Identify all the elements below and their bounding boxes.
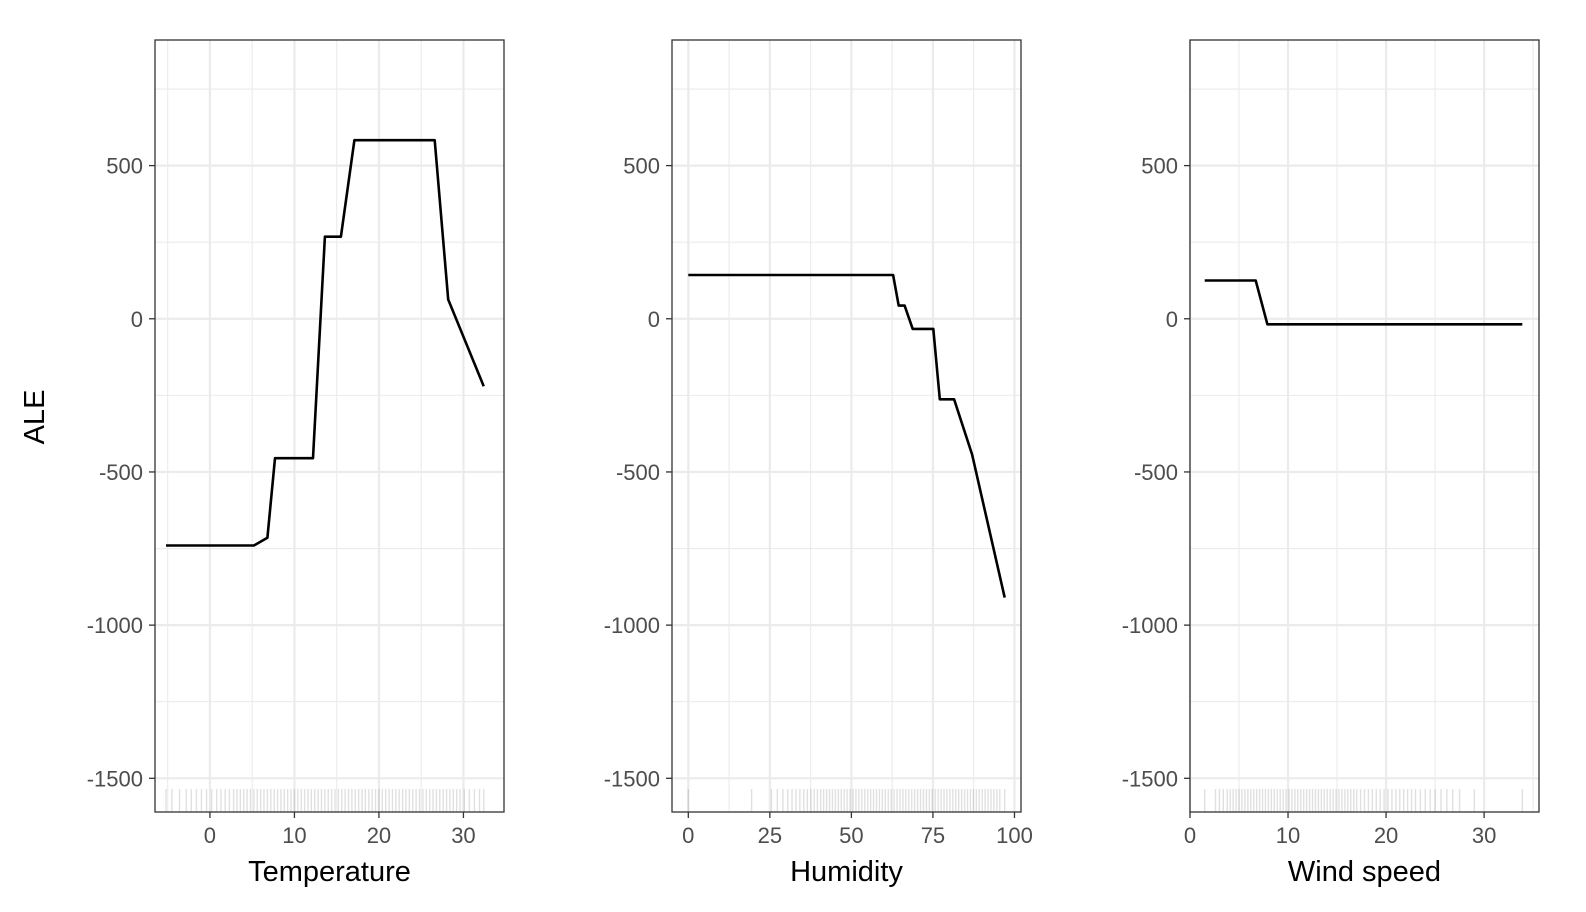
- x-tick-label: 0: [682, 823, 694, 848]
- y-tick-label: 500: [1141, 154, 1178, 179]
- x-tick-label: 20: [367, 823, 391, 848]
- y-tick-label: 0: [1166, 307, 1178, 332]
- x-tick-label: 10: [282, 823, 306, 848]
- y-tick-label: -1500: [87, 766, 143, 791]
- panel-wind-speed: -1500 -1000 -500 0 500 0 10 20 30 Wind speed: [1122, 39, 1540, 888]
- y-tick-label: -1000: [1122, 613, 1178, 638]
- y-tick-label: -1500: [1122, 766, 1178, 791]
- x-tick-label: 50: [839, 823, 863, 848]
- x-tick-label: 75: [921, 823, 945, 848]
- x-axis-title-wind-speed: Wind speed: [1288, 856, 1441, 888]
- x-tick-label: 30: [451, 823, 475, 848]
- y-tick-label: -500: [1134, 460, 1178, 485]
- y-tick-label: 0: [648, 307, 660, 332]
- x-tick-label: 0: [1184, 823, 1196, 848]
- panel-background: [155, 40, 504, 812]
- ale-line-wind-speed: [1204, 279, 1523, 326]
- y-axis-title: ALE: [19, 390, 51, 445]
- panel-background: [1190, 40, 1539, 812]
- x-tick-label: 10: [1276, 823, 1300, 848]
- y-tick-label: 500: [623, 154, 660, 179]
- y-tick-label: -500: [99, 460, 143, 485]
- x-tick-label: 0: [204, 823, 216, 848]
- x-tick-label: 100: [996, 823, 1033, 848]
- x-axis-title-temperature: Temperature: [248, 856, 411, 888]
- ale-line-temperature: [166, 138, 485, 547]
- x-tick-label: 25: [758, 823, 782, 848]
- y-tick-label: -1500: [604, 766, 660, 791]
- y-tick-label: -1000: [604, 613, 660, 638]
- x-axis-title-humidity: Humidity: [790, 856, 903, 888]
- y-tick-label: -1000: [87, 613, 143, 638]
- y-tick-label: -500: [616, 460, 660, 485]
- panel-border: [1189, 39, 1540, 813]
- y-tick-label: 0: [131, 307, 143, 332]
- panel-border: [154, 39, 505, 813]
- panel-background: [672, 40, 1021, 812]
- panel-temperature: -1500 -1000 -500 0 500 0 10 20 30 Temperature: [87, 39, 505, 888]
- x-tick-label: 30: [1472, 823, 1496, 848]
- panel-border: [671, 39, 1022, 813]
- panel-humidity: -1500 -1000 -500 0 500 0 25 50 75 100 Humidity: [604, 39, 1033, 888]
- x-tick-label: 20: [1374, 823, 1398, 848]
- y-tick-label: 500: [106, 154, 143, 179]
- ale-line-humidity: [688, 273, 1006, 598]
